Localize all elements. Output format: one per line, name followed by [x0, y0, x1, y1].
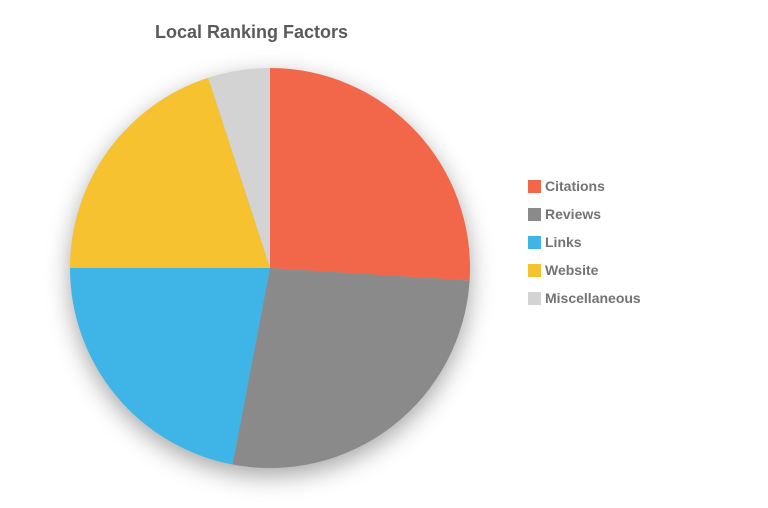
legend-swatch — [528, 264, 541, 277]
legend-item: Miscellaneous — [528, 290, 641, 306]
legend-item: Reviews — [528, 206, 641, 222]
legend-item: Website — [528, 262, 641, 278]
legend-swatch — [528, 236, 541, 249]
legend-item: Citations — [528, 178, 641, 194]
legend-label: Website — [545, 262, 598, 278]
pie-slice — [233, 268, 470, 468]
legend-swatch — [528, 292, 541, 305]
legend-label: Citations — [545, 178, 605, 194]
legend-item: Links — [528, 234, 641, 250]
pie-chart — [0, 0, 768, 508]
legend-swatch — [528, 180, 541, 193]
legend-label: Reviews — [545, 206, 601, 222]
chart-container: Local Ranking Factors CitationsReviewsLi… — [0, 0, 768, 508]
legend: Citations Reviews Links Website Miscellaneou… — [528, 178, 641, 306]
legend-label: Miscellaneous — [545, 290, 641, 306]
legend-label: Links — [545, 234, 582, 250]
legend-swatch — [528, 208, 541, 221]
pie-slice — [270, 68, 470, 281]
